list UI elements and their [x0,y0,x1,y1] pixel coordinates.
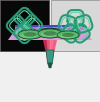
Ellipse shape [57,31,79,36]
Polygon shape [8,30,92,40]
Ellipse shape [57,31,79,39]
Ellipse shape [21,33,37,38]
Ellipse shape [56,30,80,39]
Polygon shape [46,50,54,63]
Ellipse shape [60,34,74,38]
Ellipse shape [18,30,42,39]
Polygon shape [43,40,57,68]
Ellipse shape [38,29,62,38]
Ellipse shape [43,31,57,36]
Polygon shape [15,26,85,30]
Ellipse shape [38,28,62,38]
Ellipse shape [62,33,74,37]
Ellipse shape [41,32,57,37]
Ellipse shape [18,30,42,36]
Ellipse shape [23,32,37,37]
Ellipse shape [18,29,42,39]
Polygon shape [48,63,53,68]
Ellipse shape [38,29,62,35]
FancyBboxPatch shape [0,0,49,51]
FancyBboxPatch shape [51,0,100,51]
Polygon shape [15,25,85,27]
Polygon shape [46,40,54,68]
